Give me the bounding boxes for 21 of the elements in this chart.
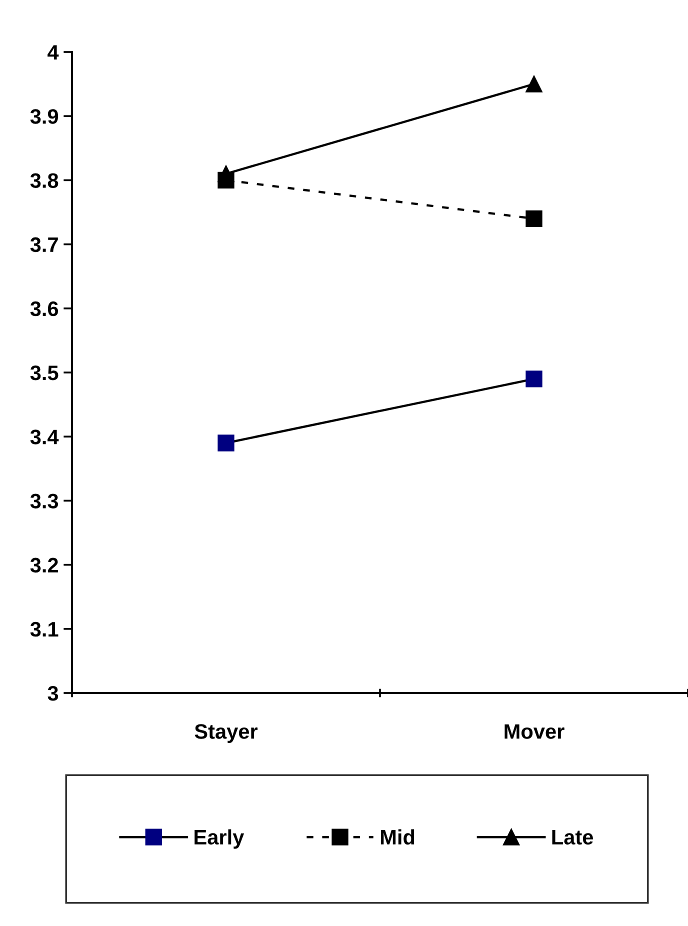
x-tick-label: Mover	[504, 724, 564, 739]
legend-label: Early	[194, 829, 244, 849]
y-tick-label: 3.4	[30, 430, 59, 444]
y-tick-label: 4	[48, 45, 59, 60]
point	[526, 370, 542, 388]
point	[526, 76, 542, 92]
y-tick-label: 3.3	[30, 494, 58, 508]
y-tick-label: 3.2	[30, 558, 58, 573]
y-tick-label: 3.5	[30, 366, 58, 380]
y-tick-label: 3.7	[30, 237, 58, 252]
point	[218, 434, 234, 452]
x-tick-label: Stayer	[194, 724, 258, 743]
y-tick-label: 3	[48, 686, 58, 701]
point	[218, 165, 234, 182]
point	[526, 210, 542, 227]
y-tick-label: 3.1	[30, 622, 58, 637]
y-tick-label: 3.8	[30, 173, 58, 188]
y-tick-label: 3.6	[30, 301, 58, 316]
legend-label: Late	[552, 830, 593, 845]
y-tick-label: 3.9	[30, 109, 58, 124]
legend-label: Mid	[380, 829, 414, 845]
